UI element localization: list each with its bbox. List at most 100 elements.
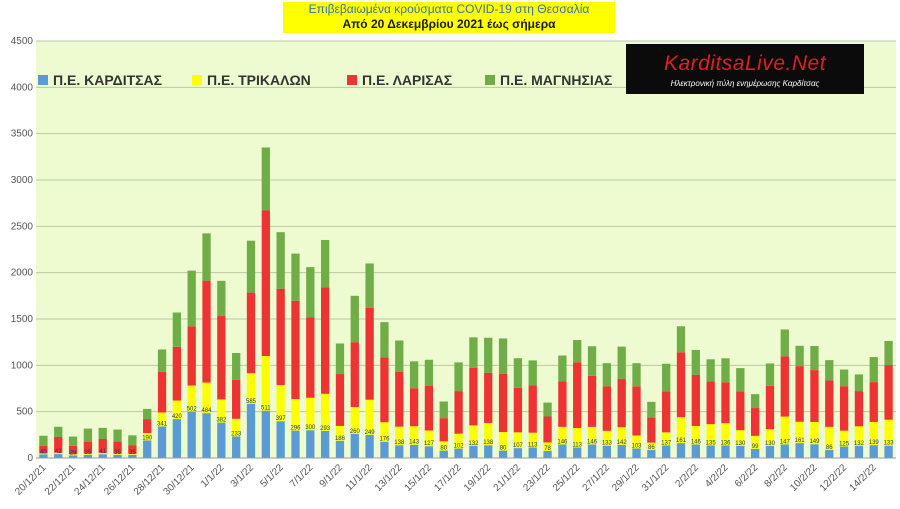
bar-segment-magnisia: [409, 361, 419, 389]
bar-segment-larisa: [647, 417, 656, 443]
data-label-karditsa: 135: [706, 440, 717, 446]
bar-segment-trikala: [632, 435, 641, 449]
data-label-karditsa: 161: [676, 438, 687, 444]
bar-segment-trikala: [543, 442, 552, 451]
bar-segment-karditsa: [825, 450, 834, 458]
bar-segment-larisa: [513, 387, 523, 433]
bar-segment-trikala: [172, 400, 182, 420]
data-label-karditsa: 138: [483, 440, 494, 446]
data-label-karditsa: 132: [854, 441, 865, 447]
bar-segment-karditsa: [558, 444, 567, 458]
data-label-karditsa: 103: [632, 443, 643, 449]
bar-segment-magnisia: [395, 340, 404, 373]
bar-segment-karditsa: [246, 403, 256, 458]
bar-segment-trikala: [424, 430, 434, 447]
bar-segment-karditsa: [498, 450, 508, 458]
bar-segment-karditsa: [424, 446, 434, 458]
bar-segment-karditsa: [128, 454, 137, 458]
data-label-karditsa: 300: [305, 425, 316, 431]
data-label-karditsa: 341: [157, 421, 168, 427]
bar-segment-trikala: [439, 441, 448, 451]
bar-segment-karditsa: [143, 440, 152, 458]
x-tick-label: 26/12/21: [102, 462, 138, 498]
bar-segment-larisa: [306, 317, 315, 398]
x-tick-label: 24/12/21: [73, 462, 109, 498]
bar-segment-larisa: [736, 391, 745, 431]
bar-segment-larisa: [395, 372, 404, 427]
bar-segment-karditsa: [750, 448, 760, 458]
bar-segment-trikala: [380, 422, 389, 442]
bar-segment-karditsa: [306, 430, 315, 458]
bar-segment-karditsa: [54, 454, 63, 458]
bar-segment-trikala: [39, 453, 48, 455]
bar-segment-karditsa: [795, 443, 804, 458]
bar-segment-trikala: [409, 426, 419, 445]
bar-segment-magnisia: [617, 346, 626, 380]
data-label-karditsa: 296: [290, 426, 301, 432]
x-tick-label: 9/1/22: [318, 462, 346, 490]
bar-segment-magnisia: [484, 337, 493, 373]
bar-segment-karditsa: [380, 441, 389, 458]
bar-segment-magnisia: [795, 345, 804, 367]
x-tick-label: 2/2/22: [674, 462, 702, 490]
x-tick-label: 30/12/21: [161, 462, 197, 498]
bar-segment-karditsa: [721, 445, 730, 458]
x-tick-label: 25/1/22: [551, 462, 583, 494]
bar-segment-trikala: [884, 419, 893, 446]
bar-segment-karditsa: [780, 444, 789, 458]
data-label-karditsa: 42: [55, 449, 62, 455]
bar-segment-karditsa: [217, 422, 226, 458]
bar-segment-karditsa: [647, 450, 656, 458]
data-label-karditsa: 484: [202, 408, 213, 414]
bar-segment-karditsa: [439, 450, 448, 458]
bar-segment-larisa: [795, 366, 804, 422]
bar-segment-magnisia: [587, 346, 597, 376]
x-tick-label: 7/1/22: [288, 462, 316, 490]
bar-segment-magnisia: [528, 360, 537, 386]
legend-swatch: [347, 75, 357, 85]
legend-swatch: [192, 75, 202, 85]
bar-segment-trikala: [736, 430, 745, 446]
bar-segment-trikala: [662, 432, 671, 446]
bar-segment-karditsa: [365, 434, 374, 458]
data-label-karditsa: 138: [394, 440, 405, 446]
bar-segment-larisa: [780, 356, 789, 417]
bar-segment-larisa: [587, 375, 597, 427]
data-label-karditsa: 137: [661, 440, 672, 446]
y-tick-label: 2500: [11, 221, 34, 232]
x-tick-label: 17/1/22: [432, 462, 464, 494]
bar-segment-karditsa: [484, 445, 493, 458]
bar-segment-karditsa: [39, 454, 48, 458]
data-label-karditsa: 29: [70, 450, 77, 456]
data-label-karditsa: 293: [320, 426, 331, 432]
bar-segment-larisa: [691, 374, 700, 426]
bar-segment-larisa: [172, 346, 182, 401]
bar-segment-karditsa: [587, 444, 597, 458]
x-tick-label: 23/1/22: [521, 462, 553, 494]
data-label-karditsa: 420: [172, 414, 183, 420]
bar-segment-karditsa: [187, 411, 196, 458]
bar-segment-larisa: [498, 373, 508, 433]
bar-segment-larisa: [765, 385, 775, 430]
bar-segment-trikala: [469, 425, 478, 446]
x-tick-label: 22/12/21: [43, 462, 79, 498]
bar-segment-karditsa: [261, 410, 270, 458]
y-tick-label: 0: [27, 453, 33, 464]
bar-segment-magnisia: [706, 359, 715, 382]
bar-segment-trikala: [839, 430, 849, 447]
bar-segment-larisa: [98, 439, 107, 453]
bar-segment-larisa: [113, 441, 122, 454]
y-tick-label: 4500: [11, 36, 34, 47]
bar-segment-karditsa: [662, 445, 671, 458]
data-label-karditsa: 127: [424, 441, 435, 447]
bar-segment-trikala: [261, 355, 270, 411]
bar-segment-karditsa: [543, 450, 552, 458]
bar-segment-larisa: [825, 380, 834, 427]
bar-segment-magnisia: [157, 349, 167, 372]
bar-segment-magnisia: [513, 358, 523, 388]
data-label-karditsa: 80: [440, 446, 447, 452]
bar-segment-karditsa: [202, 413, 211, 458]
bar-segment-larisa: [854, 391, 864, 427]
chart-title-box: Επιβεβαιωμένα κρούσματα COVID-19 στη Θεσ…: [283, 2, 615, 33]
